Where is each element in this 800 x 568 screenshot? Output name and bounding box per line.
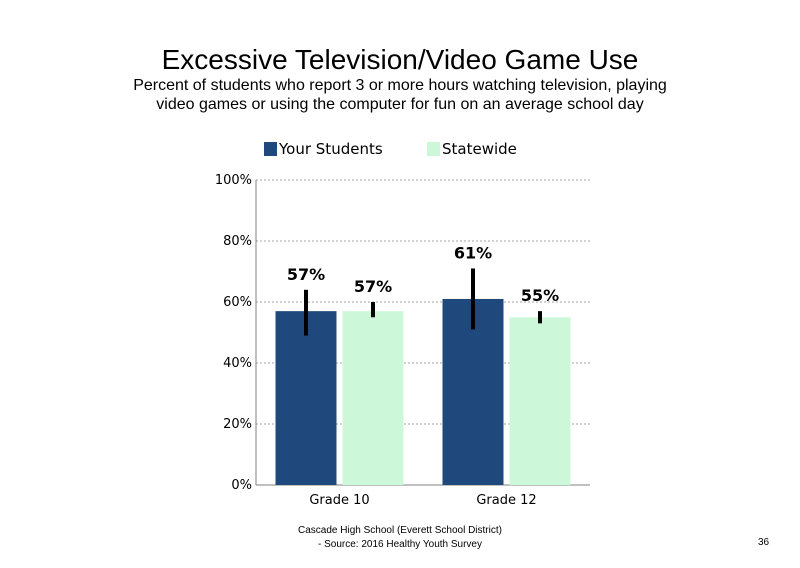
x-tick-label: Grade 10 [309, 493, 369, 508]
y-tick-label: 40% [223, 356, 252, 371]
legend-swatch-statewide [427, 142, 440, 156]
x-tick-label: Grade 12 [476, 493, 536, 508]
legend: Your Students Statewide [0, 140, 800, 158]
bar-statewide [342, 311, 404, 485]
legend-label-your-students: Your Students [279, 140, 383, 158]
y-tick-label: 80% [223, 234, 252, 249]
legend-label-statewide: Statewide [442, 140, 517, 158]
footer-source: Cascade High School (Everett School Dist… [230, 524, 570, 552]
legend-item-your-students: Your Students [264, 140, 383, 158]
bar-your-students [275, 311, 337, 485]
chart-subtitle: Percent of students who report 3 or more… [133, 77, 667, 113]
bar-statewide [509, 317, 571, 485]
data-label: 57% [287, 265, 325, 284]
legend-swatch-your-students [264, 142, 277, 156]
footer-line-2: - Source: 2016 Healthy Youth Survey [318, 539, 482, 550]
data-label: 61% [454, 243, 492, 262]
legend-item-statewide: Statewide [427, 140, 517, 158]
footer-line-1: Cascade High School (Everett School Dist… [298, 525, 502, 536]
y-tick-label: 20% [223, 417, 252, 432]
y-tick-label: 0% [231, 478, 252, 493]
y-tick-label: 60% [223, 295, 252, 310]
chart-title: Excessive Television/Video Game Use [161, 44, 639, 75]
data-label: 55% [521, 286, 559, 305]
y-tick-label: 100% [215, 173, 252, 188]
bar-your-students [442, 298, 504, 485]
page-number: 36 [758, 537, 770, 548]
data-label: 57% [354, 277, 392, 296]
